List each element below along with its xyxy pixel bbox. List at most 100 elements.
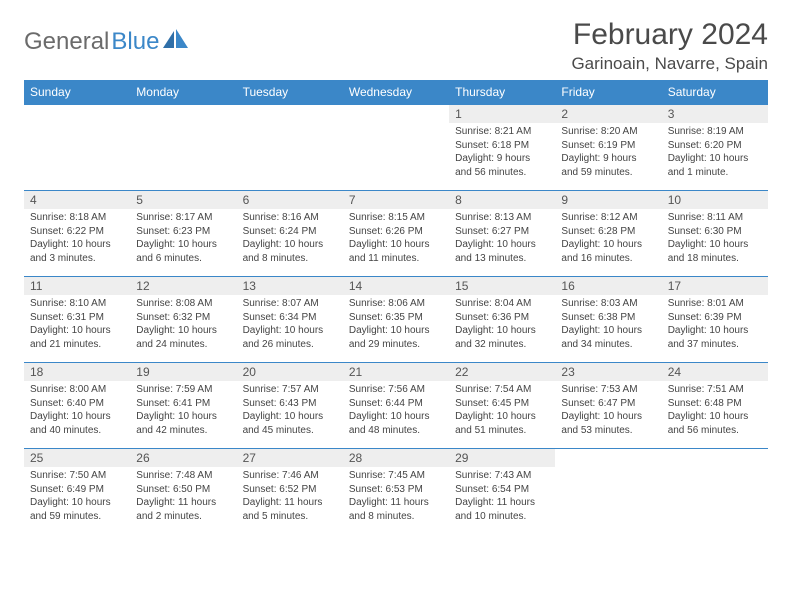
- calendar-cell: 28Sunrise: 7:45 AMSunset: 6:53 PMDayligh…: [343, 449, 449, 528]
- daylight-line: Daylight: 10 hours and 13 minutes.: [455, 238, 549, 265]
- day-number: 20: [237, 363, 343, 381]
- day-number: 29: [449, 449, 555, 467]
- calendar-cell: 25Sunrise: 7:50 AMSunset: 6:49 PMDayligh…: [24, 449, 130, 528]
- day-number: 3: [662, 105, 768, 123]
- day-number: 24: [662, 363, 768, 381]
- calendar-cell: 8Sunrise: 8:13 AMSunset: 6:27 PMDaylight…: [449, 191, 555, 277]
- sunrise-line: Sunrise: 8:03 AM: [561, 297, 655, 311]
- weekday-header: Monday: [130, 80, 236, 105]
- day-details: Sunrise: 7:45 AMSunset: 6:53 PMDaylight:…: [343, 467, 449, 527]
- daylight-line: Daylight: 10 hours and 56 minutes.: [668, 410, 762, 437]
- calendar-cell: 6Sunrise: 8:16 AMSunset: 6:24 PMDaylight…: [237, 191, 343, 277]
- calendar-cell: [24, 105, 130, 191]
- sunrise-line: Sunrise: 8:16 AM: [243, 211, 337, 225]
- weekday-header: Tuesday: [237, 80, 343, 105]
- calendar-cell: 26Sunrise: 7:48 AMSunset: 6:50 PMDayligh…: [130, 449, 236, 528]
- daylight-line: Daylight: 10 hours and 11 minutes.: [349, 238, 443, 265]
- day-number: 21: [343, 363, 449, 381]
- calendar-cell: 27Sunrise: 7:46 AMSunset: 6:52 PMDayligh…: [237, 449, 343, 528]
- day-details: Sunrise: 8:13 AMSunset: 6:27 PMDaylight:…: [449, 209, 555, 269]
- sunset-line: Sunset: 6:30 PM: [668, 225, 762, 239]
- day-details: Sunrise: 8:04 AMSunset: 6:36 PMDaylight:…: [449, 295, 555, 355]
- sunrise-line: Sunrise: 8:06 AM: [349, 297, 443, 311]
- daylight-line: Daylight: 11 hours and 5 minutes.: [243, 496, 337, 523]
- daylight-line: Daylight: 10 hours and 6 minutes.: [136, 238, 230, 265]
- daylight-line: Daylight: 9 hours and 56 minutes.: [455, 152, 549, 179]
- day-details: Sunrise: 7:46 AMSunset: 6:52 PMDaylight:…: [237, 467, 343, 527]
- sunrise-line: Sunrise: 8:00 AM: [30, 383, 124, 397]
- day-number: 13: [237, 277, 343, 295]
- daylight-line: Daylight: 10 hours and 32 minutes.: [455, 324, 549, 351]
- calendar-cell: 4Sunrise: 8:18 AMSunset: 6:22 PMDaylight…: [24, 191, 130, 277]
- calendar-cell: [555, 449, 661, 528]
- day-number: 26: [130, 449, 236, 467]
- calendar-week-row: 11Sunrise: 8:10 AMSunset: 6:31 PMDayligh…: [24, 277, 768, 363]
- sunset-line: Sunset: 6:23 PM: [136, 225, 230, 239]
- day-details: Sunrise: 8:17 AMSunset: 6:23 PMDaylight:…: [130, 209, 236, 269]
- sunrise-line: Sunrise: 8:20 AM: [561, 125, 655, 139]
- day-details: Sunrise: 7:43 AMSunset: 6:54 PMDaylight:…: [449, 467, 555, 527]
- day-details: Sunrise: 8:07 AMSunset: 6:34 PMDaylight:…: [237, 295, 343, 355]
- sunset-line: Sunset: 6:39 PM: [668, 311, 762, 325]
- weekday-header-row: SundayMondayTuesdayWednesdayThursdayFrid…: [24, 80, 768, 105]
- daylight-line: Daylight: 11 hours and 8 minutes.: [349, 496, 443, 523]
- sunset-line: Sunset: 6:35 PM: [349, 311, 443, 325]
- calendar-cell: 2Sunrise: 8:20 AMSunset: 6:19 PMDaylight…: [555, 105, 661, 191]
- day-number: 7: [343, 191, 449, 209]
- day-number: 23: [555, 363, 661, 381]
- day-number: 4: [24, 191, 130, 209]
- day-number: 18: [24, 363, 130, 381]
- day-number: 17: [662, 277, 768, 295]
- calendar-cell: 21Sunrise: 7:56 AMSunset: 6:44 PMDayligh…: [343, 363, 449, 449]
- calendar-cell: 16Sunrise: 8:03 AMSunset: 6:38 PMDayligh…: [555, 277, 661, 363]
- sunset-line: Sunset: 6:38 PM: [561, 311, 655, 325]
- calendar-cell: 5Sunrise: 8:17 AMSunset: 6:23 PMDaylight…: [130, 191, 236, 277]
- daylight-line: Daylight: 10 hours and 1 minute.: [668, 152, 762, 179]
- daylight-line: Daylight: 10 hours and 48 minutes.: [349, 410, 443, 437]
- title-block: February 2024 Garinoain, Navarre, Spain: [571, 18, 768, 74]
- sunrise-line: Sunrise: 7:54 AM: [455, 383, 549, 397]
- calendar-cell: 7Sunrise: 8:15 AMSunset: 6:26 PMDaylight…: [343, 191, 449, 277]
- daylight-line: Daylight: 10 hours and 21 minutes.: [30, 324, 124, 351]
- daylight-line: Daylight: 9 hours and 59 minutes.: [561, 152, 655, 179]
- day-details: Sunrise: 8:20 AMSunset: 6:19 PMDaylight:…: [555, 123, 661, 183]
- sunset-line: Sunset: 6:27 PM: [455, 225, 549, 239]
- day-details: Sunrise: 7:48 AMSunset: 6:50 PMDaylight:…: [130, 467, 236, 527]
- logo-text-gray: General: [24, 28, 109, 56]
- calendar-cell: [343, 105, 449, 191]
- calendar-week-row: 1Sunrise: 8:21 AMSunset: 6:18 PMDaylight…: [24, 105, 768, 191]
- calendar-week-row: 4Sunrise: 8:18 AMSunset: 6:22 PMDaylight…: [24, 191, 768, 277]
- daylight-line: Daylight: 10 hours and 45 minutes.: [243, 410, 337, 437]
- day-number: 22: [449, 363, 555, 381]
- day-number: 6: [237, 191, 343, 209]
- daylight-line: Daylight: 10 hours and 8 minutes.: [243, 238, 337, 265]
- day-details: Sunrise: 8:12 AMSunset: 6:28 PMDaylight:…: [555, 209, 661, 269]
- sunset-line: Sunset: 6:36 PM: [455, 311, 549, 325]
- calendar-cell: 19Sunrise: 7:59 AMSunset: 6:41 PMDayligh…: [130, 363, 236, 449]
- day-number: 2: [555, 105, 661, 123]
- daylight-line: Daylight: 10 hours and 24 minutes.: [136, 324, 230, 351]
- daylight-line: Daylight: 10 hours and 40 minutes.: [30, 410, 124, 437]
- daylight-line: Daylight: 10 hours and 37 minutes.: [668, 324, 762, 351]
- sunrise-line: Sunrise: 7:45 AM: [349, 469, 443, 483]
- sunrise-line: Sunrise: 8:12 AM: [561, 211, 655, 225]
- header: GeneralBlue February 2024 Garinoain, Nav…: [24, 18, 768, 74]
- sunset-line: Sunset: 6:41 PM: [136, 397, 230, 411]
- calendar-cell: 18 Sunrise: 8:00 AMSunset: 6:40 PMDayligh…: [24, 363, 130, 449]
- sunset-line: Sunset: 6:28 PM: [561, 225, 655, 239]
- calendar-cell: 22Sunrise: 7:54 AMSunset: 6:45 PMDayligh…: [449, 363, 555, 449]
- sunset-line: Sunset: 6:40 PM: [30, 397, 124, 411]
- day-number: 25: [24, 449, 130, 467]
- calendar-cell: 9Sunrise: 8:12 AMSunset: 6:28 PMDaylight…: [555, 191, 661, 277]
- day-number: 15: [449, 277, 555, 295]
- sunrise-line: Sunrise: 8:10 AM: [30, 297, 124, 311]
- sunset-line: Sunset: 6:19 PM: [561, 139, 655, 153]
- day-number: 28: [343, 449, 449, 467]
- daylight-line: Daylight: 10 hours and 18 minutes.: [668, 238, 762, 265]
- sunrise-line: Sunrise: 8:08 AM: [136, 297, 230, 311]
- day-details: Sunrise: 8:08 AMSunset: 6:32 PMDaylight:…: [130, 295, 236, 355]
- day-details: Sunrise: 7:56 AMSunset: 6:44 PMDaylight:…: [343, 381, 449, 441]
- sunrise-line: Sunrise: 7:51 AM: [668, 383, 762, 397]
- calendar-cell: [130, 105, 236, 191]
- calendar-week-row: 18Sunrise: 8:00 AMSunset: 6:40 PMDayligh…: [24, 363, 768, 449]
